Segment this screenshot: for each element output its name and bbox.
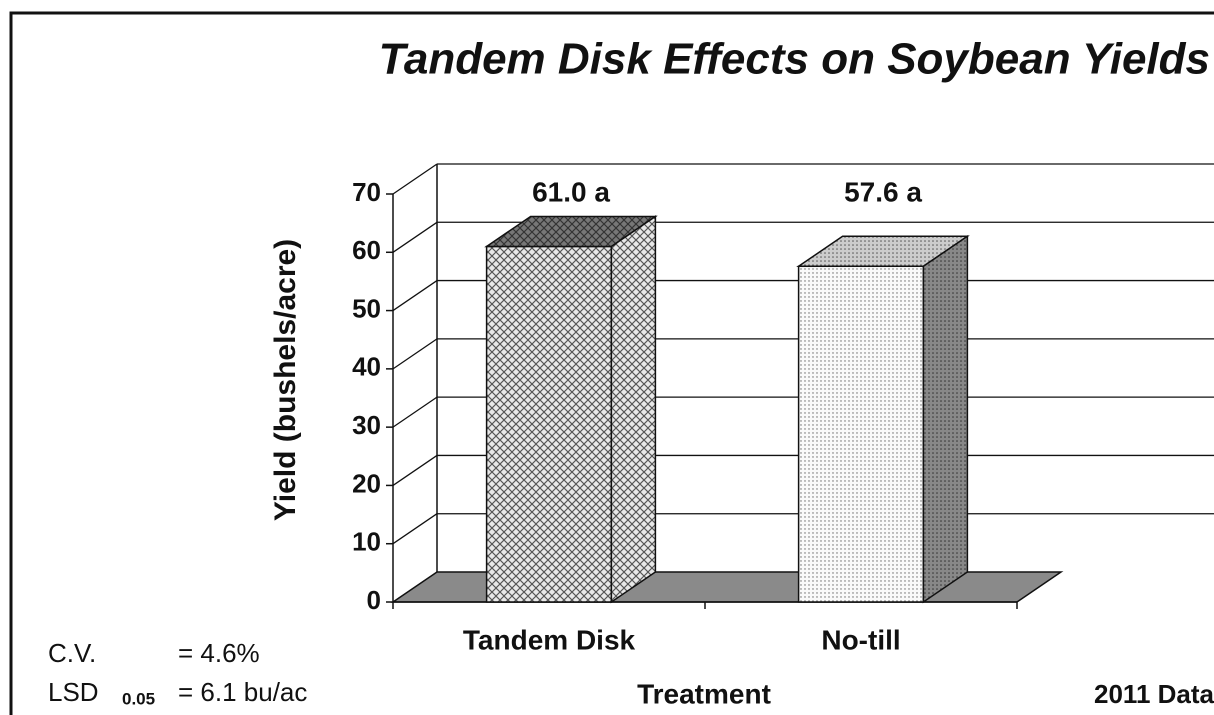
x-axis-label: Treatment [637,678,771,709]
lsd-subscript: 0.05 [122,689,155,708]
grid-line [392,454,438,486]
bar-side [922,234,969,604]
y-tick-label: 20 [352,468,381,498]
chart-title: Tandem Disk Effects on Soybean Yields [379,35,1210,84]
bar-front [797,265,925,603]
y-tick-label: 0 [367,585,381,615]
x-tick-label: No-till [821,624,900,655]
lsd-value: = 6.1 bu/ac [178,677,307,707]
y-tick-label: 40 [352,352,381,382]
grid-line [392,396,438,428]
grid-line [392,221,438,253]
y-tick-label: 30 [352,410,381,440]
grid-line [392,338,438,370]
grid-line [392,280,438,312]
y-tick-label: 70 [352,177,381,207]
data-note: 2011 Data [1094,679,1214,709]
x-tick-label: Tandem Disk [463,624,636,655]
y-axis-label: Yield (bushels/acre) [269,239,302,521]
y-tick-label: 50 [352,293,381,323]
value-label: 61.0 a [532,176,610,207]
y-tick-label: 10 [352,527,381,557]
frame [9,11,1214,715]
bar-front [485,245,613,603]
cv-label: C.V. [48,638,96,668]
cv-value: = 4.6% [178,638,260,668]
value-label: 57.6 a [844,176,922,207]
bar-side [610,215,657,604]
lsd-label: LSD [48,677,99,707]
grid-line [392,163,438,195]
grid-line [392,513,438,545]
y-tick-label: 60 [352,235,381,265]
